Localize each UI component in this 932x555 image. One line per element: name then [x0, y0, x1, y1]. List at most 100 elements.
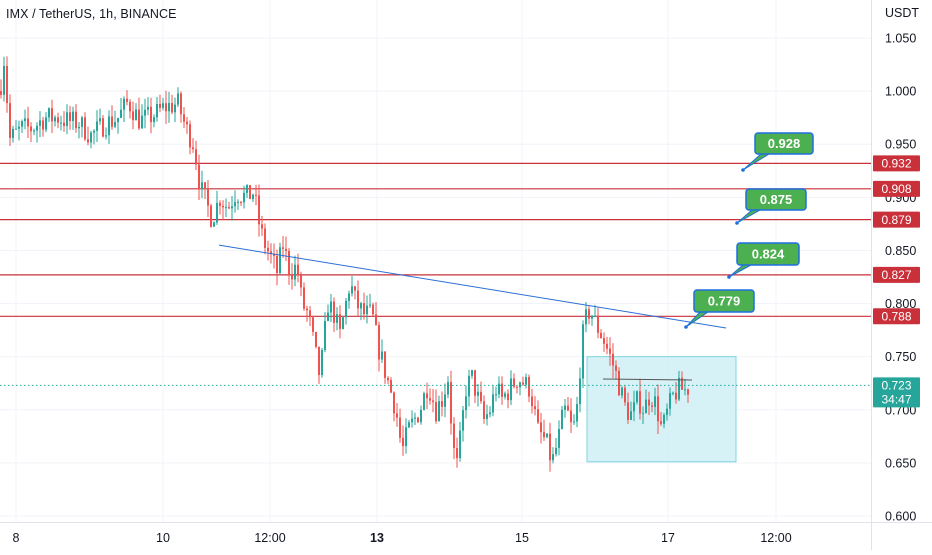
time-axis[interactable]: 8 10 12:00 13 15 17 12:00	[0, 522, 932, 546]
candle-body	[330, 301, 332, 313]
candle-body	[408, 422, 410, 428]
candle-body	[96, 121, 98, 131]
candle-body	[663, 414, 665, 424]
candle-body	[534, 406, 536, 410]
candle-body	[441, 401, 443, 407]
resistance-price-tag	[873, 155, 920, 172]
resistance-price-label: 0.908	[881, 182, 911, 196]
candle-body	[651, 405, 653, 408]
target-label: 0.824	[752, 247, 785, 262]
candle-body	[132, 111, 134, 121]
range-high-ray[interactable]	[602, 378, 693, 381]
candle-body	[504, 393, 506, 397]
resistance-price-tag	[873, 266, 920, 283]
candle-body	[60, 122, 62, 124]
candle-body	[183, 114, 185, 122]
candle-body	[552, 454, 554, 461]
candle-body	[192, 147, 194, 150]
candle-body	[567, 405, 569, 411]
candle-body	[354, 286, 356, 291]
chart-title: IMX / TetherUS, 1h, BINANCE	[6, 7, 177, 21]
candle-body	[285, 248, 287, 251]
candle-body	[195, 149, 197, 165]
candle-body	[45, 117, 47, 130]
time-tick-label: 13	[370, 531, 384, 545]
price-axis[interactable]: 1.0501.0000.9500.9000.8500.8000.7500.700…	[871, 0, 921, 550]
candle-body	[495, 394, 497, 396]
candle-body	[129, 101, 131, 112]
range-box-rect[interactable]	[586, 356, 737, 463]
price-tick-label: 0.650	[885, 456, 916, 470]
price-tick-label: 0.850	[885, 244, 916, 258]
trendline[interactable]	[218, 244, 727, 329]
target-box[interactable]	[693, 289, 755, 313]
candle-body	[87, 139, 89, 143]
candle-body	[375, 314, 377, 325]
candle-body	[237, 201, 239, 203]
candle-body	[219, 202, 221, 206]
candle-body	[321, 350, 323, 376]
time-tick-label: 8	[13, 531, 20, 545]
candle-body	[387, 377, 389, 381]
candle-body	[639, 391, 641, 414]
candle-body	[33, 130, 35, 132]
target-callout[interactable]: 0.824	[727, 242, 800, 279]
candle-body	[39, 120, 41, 126]
candle-body	[186, 121, 188, 125]
candle-body	[156, 103, 158, 118]
candle-body	[507, 393, 509, 401]
candle-body	[15, 128, 17, 130]
trendline-layer[interactable]	[218, 244, 727, 381]
candle-body	[606, 343, 608, 349]
candle-body	[669, 393, 671, 409]
candle-body	[72, 111, 74, 122]
target-callout[interactable]: 0.928	[741, 132, 814, 172]
candle-body	[462, 410, 464, 431]
candle-body	[225, 207, 227, 209]
candle-body	[21, 121, 23, 127]
candle-body	[36, 125, 38, 131]
candle-body	[222, 205, 224, 208]
candle-body	[501, 383, 503, 397]
target-labels[interactable]: 0.928 0.875 0.824 0.779	[684, 132, 814, 329]
candle-body	[0, 91, 2, 95]
candle-body	[42, 120, 44, 130]
candle-body	[558, 429, 560, 448]
candle-body	[231, 206, 233, 209]
candle-body	[576, 404, 578, 422]
target-label: 0.779	[708, 294, 741, 309]
resistance-lines[interactable]	[0, 162, 871, 317]
candle-body	[249, 185, 251, 200]
candle-body	[561, 409, 563, 430]
candle-body	[216, 202, 218, 223]
grid	[0, 0, 871, 522]
candle-body	[339, 314, 341, 329]
candle-body	[3, 66, 5, 95]
target-box[interactable]	[745, 188, 807, 211]
range-box-layer[interactable]	[586, 356, 737, 463]
candle-body	[126, 98, 128, 102]
target-callout[interactable]: 0.779	[684, 289, 755, 329]
candle-body	[90, 132, 92, 143]
candle-body	[228, 207, 230, 209]
target-callout[interactable]: 0.875	[735, 188, 807, 225]
candle-body	[63, 122, 65, 127]
candle-body	[189, 124, 191, 148]
candle-countdown: 34:47	[881, 393, 911, 407]
candle-body	[579, 378, 581, 405]
candle-body	[672, 392, 674, 394]
candle-body	[69, 112, 71, 122]
candle-body	[450, 382, 452, 424]
target-box[interactable]	[736, 242, 800, 266]
candle-body	[261, 224, 263, 229]
candle-body	[588, 309, 590, 319]
candle-body	[81, 117, 83, 127]
range-box[interactable]	[586, 356, 737, 463]
candle-body	[27, 118, 29, 127]
candle-body	[396, 413, 398, 418]
candle-body	[378, 324, 380, 360]
candle-body	[483, 401, 485, 419]
target-box[interactable]	[754, 132, 814, 155]
candle-body	[486, 414, 488, 419]
